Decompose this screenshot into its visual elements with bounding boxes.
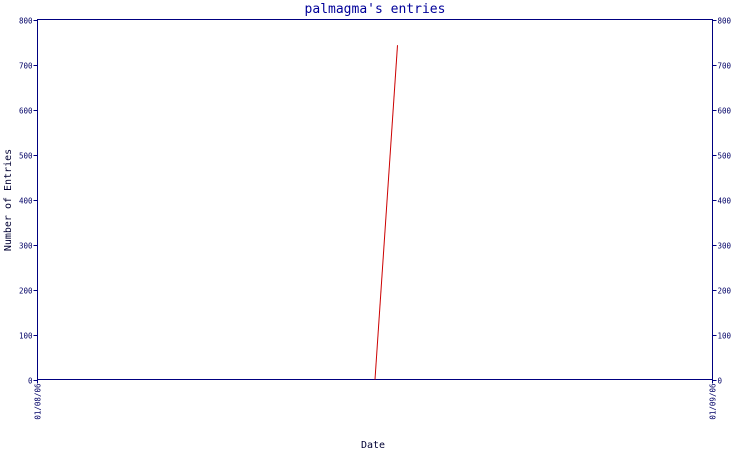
y-tick-label-right: 200: [718, 287, 732, 296]
y-axis-label: Number of Entries: [3, 149, 14, 251]
y-tick-label-left: 300: [19, 242, 33, 251]
series-layer: [374, 45, 398, 380]
y-tick-label-left: 600: [19, 107, 33, 116]
y-tick-label-left: 500: [19, 152, 33, 161]
x-axis-ticks: 01/08/06 01/09/06: [34, 379, 718, 420]
y-tick-label-right: 500: [718, 152, 732, 161]
y-tick-label-right: 800: [718, 17, 732, 26]
y-tick-label-left: 100: [19, 332, 33, 341]
x-tick-label: 01/08/06: [34, 383, 43, 420]
chart-title: palmagma's entries: [305, 2, 446, 17]
y-tick-label-left: 800: [19, 17, 33, 26]
y-tick-label-right: 600: [718, 107, 732, 116]
y-tick-label-left: 200: [19, 287, 33, 296]
y-tick-label-left: 400: [19, 197, 33, 206]
y-tick-label-right: 100: [718, 332, 732, 341]
y-axis-left-ticks: 0 100 200 300 400 500 600 700 800: [19, 17, 38, 386]
x-tick-label: 01/09/06: [709, 383, 718, 420]
y-tick-label-right: 700: [718, 62, 732, 71]
y-tick-label-left: 0: [28, 377, 33, 386]
y-tick-label-right: 0: [718, 377, 723, 386]
plot-area: [37, 19, 713, 380]
x-axis-label: Date: [361, 440, 385, 450]
y-axis-right-ticks: 0 100 200 300 400 500 600 700 800: [712, 17, 732, 386]
y-tick-label-right: 300: [718, 242, 732, 251]
y-tick-label-left: 700: [19, 62, 33, 71]
series-line: [374, 45, 398, 380]
y-tick-label-right: 400: [718, 197, 732, 206]
